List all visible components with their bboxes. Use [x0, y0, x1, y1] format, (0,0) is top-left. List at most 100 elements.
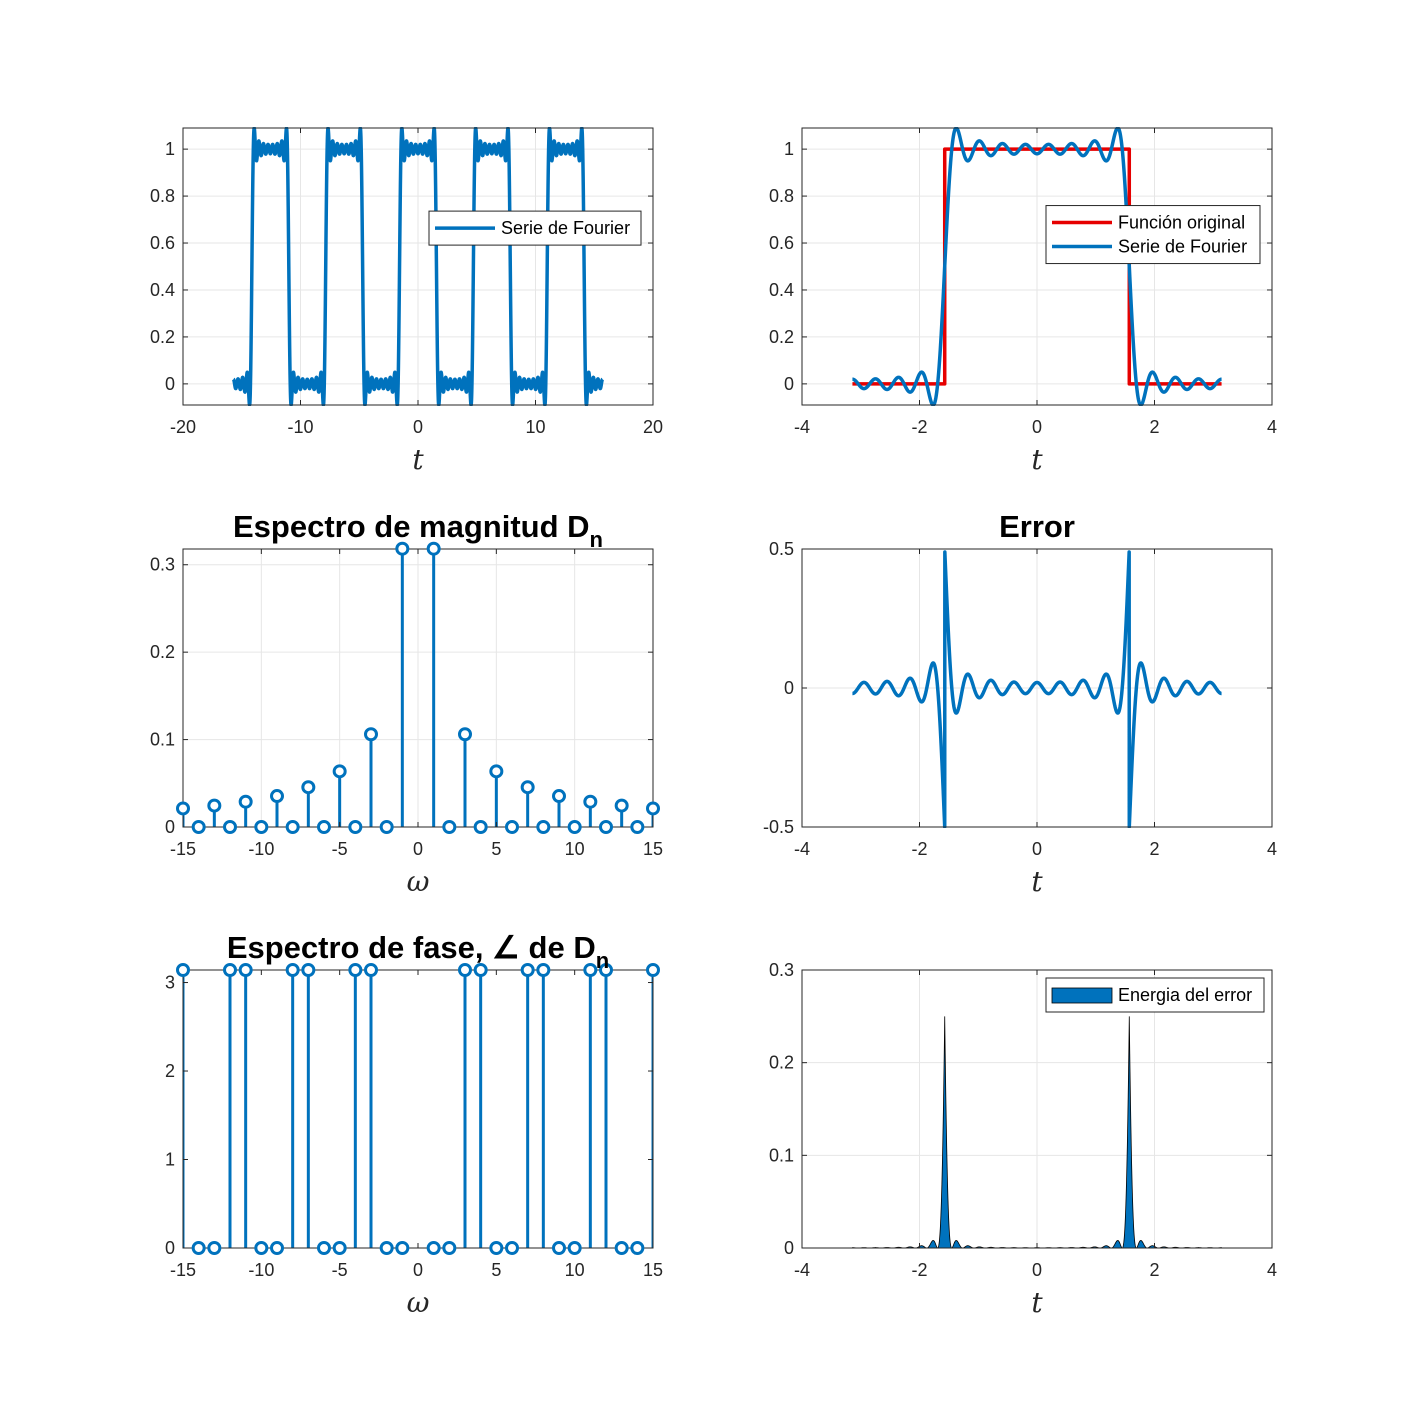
x-tick-label: -2 — [911, 1260, 927, 1280]
plot-area — [850, 127, 1224, 406]
legend-swatch — [1051, 987, 1113, 1004]
x-tick-label: 2 — [1149, 839, 1159, 859]
stem-marker — [238, 794, 253, 809]
stem-marker — [583, 963, 598, 977]
stem-marker — [520, 963, 535, 977]
stem-marker — [536, 963, 551, 977]
y-tick-label: 0 — [784, 678, 794, 698]
stem-marker — [207, 798, 222, 813]
stem-marker — [630, 820, 645, 834]
plot-area — [183, 970, 653, 1248]
legend-box — [1045, 977, 1265, 1013]
y-tick-label: 1 — [165, 139, 175, 159]
x-tick-label: 0 — [413, 417, 423, 437]
y-tick-label: 0.2 — [769, 1053, 794, 1073]
x-tick-label: -2 — [911, 839, 927, 859]
x-tick-label: 4 — [1267, 839, 1277, 859]
x-tick-label: -2 — [911, 417, 927, 437]
stem-marker — [646, 963, 660, 977]
stem-marker — [520, 780, 535, 795]
stem-marker — [473, 963, 488, 977]
x-tick-label: 0 — [413, 839, 423, 859]
stem-marker — [332, 764, 347, 779]
stem-marker — [646, 801, 660, 816]
y-tick-label: 0.3 — [769, 960, 794, 980]
y-tick-label: 0 — [784, 1238, 794, 1258]
y-tick-label: 1 — [165, 1150, 175, 1170]
stem-marker — [458, 963, 472, 977]
y-tick-label: 0.4 — [150, 280, 175, 300]
chart-espectro-fase: -15 -10 -5 0 5 10 15 0 1 2 3 ω Espectro de fase, ∠ d… — [165, 930, 663, 1319]
x-axis-label: t — [1031, 443, 1043, 476]
x-tick-label: 5 — [491, 1260, 501, 1280]
x-tick-label: -4 — [794, 417, 810, 437]
x-tick-label: 10 — [565, 839, 585, 859]
x-tick-label: 4 — [1267, 1260, 1277, 1280]
y-tick-label: 0 — [784, 374, 794, 394]
y-tick-label: 0.6 — [150, 233, 175, 253]
legend-label: Serie de Fourier — [1118, 237, 1247, 257]
stem-marker — [458, 727, 472, 742]
stem-marker — [552, 789, 566, 804]
x-tick-label: -10 — [287, 417, 313, 437]
x-tick-label: 20 — [643, 417, 663, 437]
y-tick-label: 0.2 — [150, 327, 175, 347]
legend-box — [1045, 205, 1261, 265]
x-axis-label: t — [1031, 865, 1043, 898]
y-tick-label: 0.2 — [150, 642, 175, 662]
stem-marker — [270, 789, 284, 804]
stem-marker — [630, 1241, 645, 1255]
stem-marker — [317, 820, 331, 834]
chart-title: Espectro de fase, ∠ de Dn — [227, 930, 609, 973]
x-tick-label: 2 — [1149, 417, 1159, 437]
stem-marker — [301, 963, 316, 977]
y-tick-label: 0.8 — [150, 186, 175, 206]
stem-marker — [364, 727, 378, 742]
stem-marker — [614, 1241, 629, 1255]
chart-title: Espectro de magnitud Dn — [233, 509, 603, 552]
legend-label: Serie de Fourier — [501, 218, 630, 238]
x-tick-label: -15 — [170, 839, 196, 859]
series-line — [850, 550, 1224, 828]
stem-marker — [317, 1241, 331, 1255]
x-tick-label: 10 — [525, 417, 545, 437]
chart-serie-periodica: -20 -10 0 10 20 0 0.2 0.4 0.6 0.8 1 t Serie de Fouri… — [150, 127, 663, 476]
x-tick-label: 0 — [1032, 417, 1042, 437]
stem-marker — [426, 1241, 441, 1255]
y-tick-label: 0.8 — [769, 186, 794, 206]
stem-marker — [583, 794, 598, 809]
stem-marker — [270, 1241, 284, 1255]
chart-title: Error — [999, 509, 1075, 544]
chart-title-subscript: n — [596, 948, 609, 973]
stem-marker — [254, 1241, 269, 1255]
stem-marker — [395, 1241, 410, 1255]
x-tick-label: -20 — [170, 417, 196, 437]
stem-marker — [364, 963, 378, 977]
y-tick-label: 3 — [165, 973, 175, 993]
x-tick-label: -5 — [332, 1260, 348, 1280]
x-axis-label: ω — [407, 865, 430, 898]
stem-marker — [332, 1241, 347, 1255]
chart-espectro-magnitud: -15 -10 -5 0 5 10 15 0 0.1 0.2 0.3 ω Espectro de mag… — [150, 509, 663, 898]
series-line — [231, 127, 605, 406]
stem-marker — [285, 820, 300, 834]
stem-marker — [207, 1241, 222, 1255]
x-axis-label: t — [1031, 1286, 1043, 1319]
legend: Función original Serie de Fourier — [1045, 205, 1261, 265]
x-tick-label: -4 — [794, 839, 810, 859]
x-tick-label: 5 — [491, 839, 501, 859]
chart-comparacion: -4 -2 0 2 4 0 0.2 0.4 0.6 0.8 1 t Función original Se… — [769, 127, 1277, 476]
y-tick-label: 0.1 — [150, 730, 175, 750]
stem-marker — [567, 1241, 582, 1255]
y-tick-label: -0.5 — [763, 817, 794, 837]
stem-marker — [379, 820, 394, 834]
legend-label: Energia del error — [1118, 985, 1252, 1005]
stem-marker — [505, 820, 519, 834]
series-line — [850, 127, 1224, 406]
stem-marker — [426, 541, 441, 556]
y-tick-label: 0 — [165, 817, 175, 837]
x-tick-label: 0 — [413, 1260, 423, 1280]
x-tick-label: 2 — [1149, 1260, 1159, 1280]
x-tick-label: 10 — [565, 1260, 585, 1280]
